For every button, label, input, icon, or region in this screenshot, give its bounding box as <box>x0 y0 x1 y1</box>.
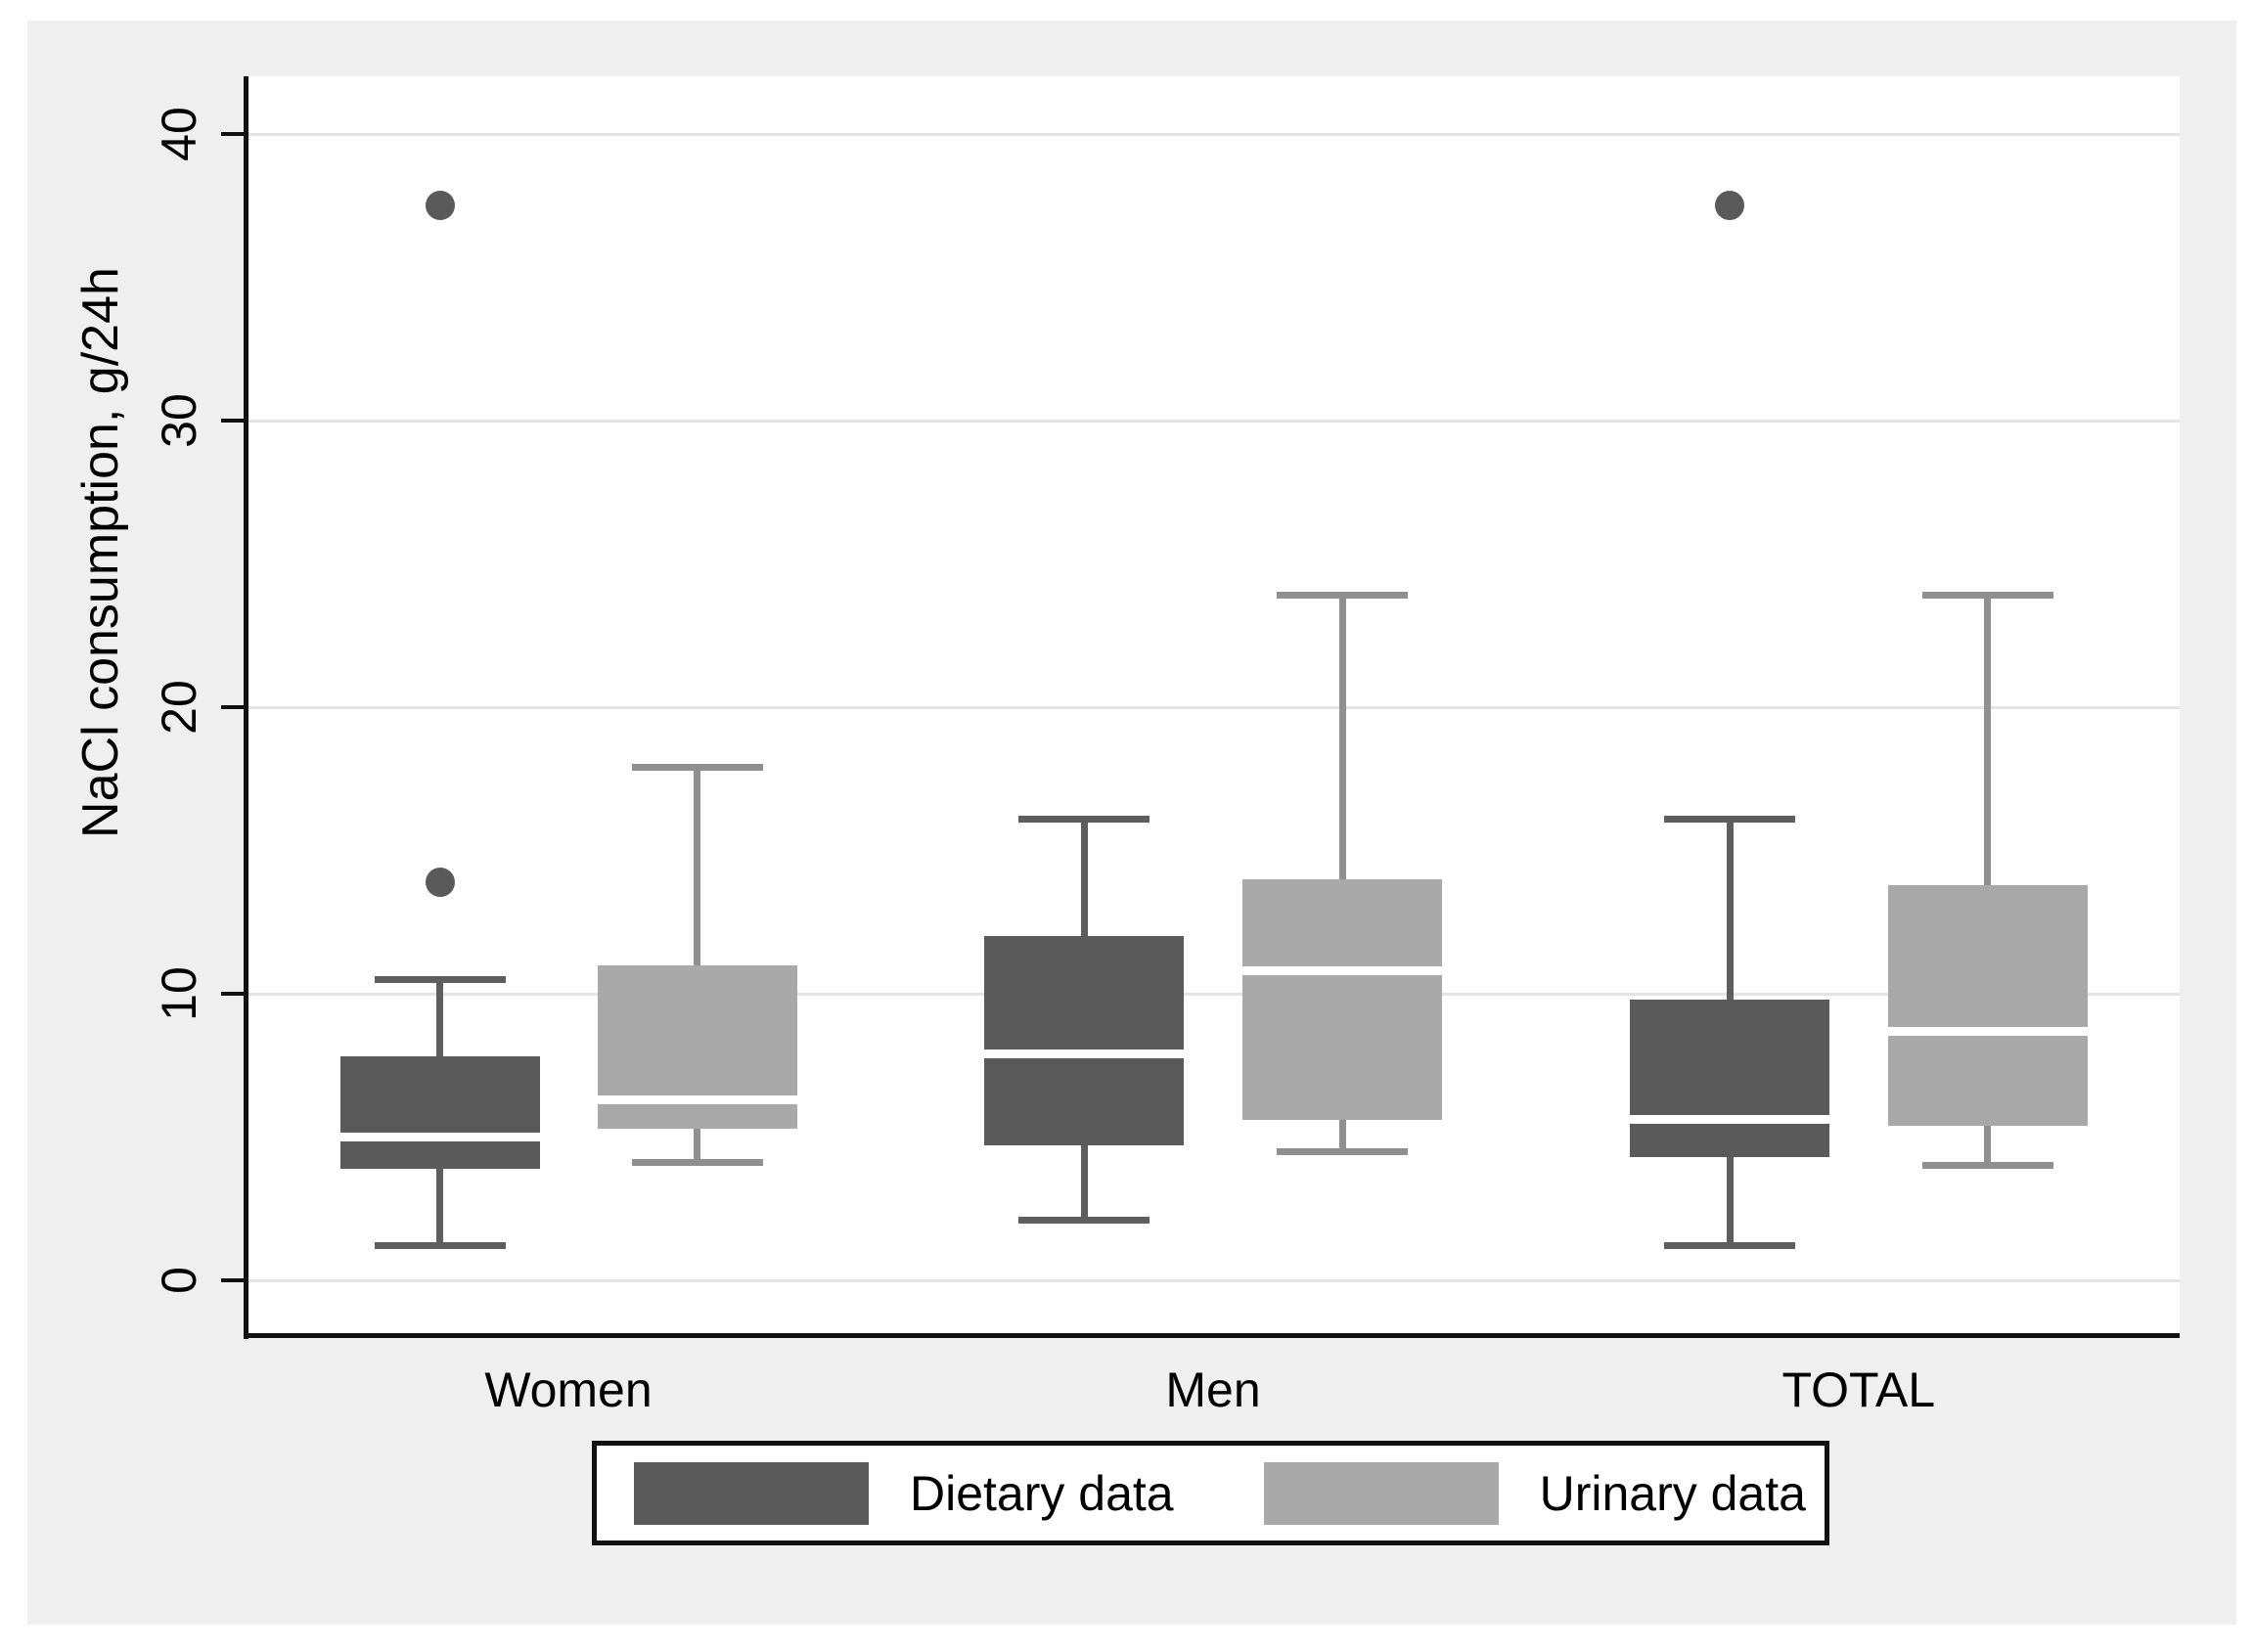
y-tick-mark <box>221 131 247 136</box>
median-line-dietary-women <box>339 1132 540 1141</box>
median-line-urinary-total <box>1887 1026 2088 1036</box>
whisker-cap-low-dietary-total <box>1664 1242 1795 1250</box>
whisker-stem-urinary-total <box>1984 595 1991 1166</box>
x-category-label: Men <box>1165 1362 1261 1417</box>
outlier-point-dietary-women <box>425 867 455 897</box>
y-tick-mark <box>221 704 247 709</box>
legend-label: Dietary data <box>910 1465 1174 1521</box>
outlier-point-dietary-total <box>1715 190 1744 220</box>
x-category-label: TOTAL <box>1781 1362 1936 1417</box>
whisker-cap-high-urinary-women <box>631 763 763 771</box>
y-axis-spine <box>244 76 248 1339</box>
box-dietary-men <box>984 936 1184 1146</box>
y-axis-title: NaCl consumption, g/24h <box>72 267 129 838</box>
outlier-point-dietary-women <box>425 190 455 220</box>
box-urinary-men <box>1242 878 1442 1120</box>
y-tick-mark <box>221 991 247 996</box>
y-tick-label: 0 <box>152 1267 206 1294</box>
legend-entry: Dietary data <box>634 1461 1174 1525</box>
x-axis-spine <box>247 1333 2180 1338</box>
box-dietary-total <box>1630 999 1829 1157</box>
y-tick-label: 40 <box>152 106 206 161</box>
legend: Dietary data Urinary data <box>592 1441 1829 1545</box>
whisker-stem-urinary-men <box>1338 595 1346 1152</box>
y-tick-mark <box>221 418 247 423</box>
median-line-dietary-men <box>984 1049 1184 1058</box>
whisker-cap-high-urinary-total <box>1921 591 2053 599</box>
gridline <box>247 419 2180 423</box>
y-tick-label: 30 <box>152 392 206 448</box>
y-tick-label: 10 <box>152 966 206 1021</box>
gridline <box>247 705 2180 709</box>
whisker-cap-low-urinary-total <box>1921 1162 2053 1170</box>
y-tick-mark <box>221 1278 247 1282</box>
x-category-label: Women <box>484 1362 653 1417</box>
gridline <box>247 132 2180 136</box>
box-dietary-women <box>339 1056 540 1169</box>
gridline <box>247 992 2180 996</box>
whisker-cap-high-urinary-men <box>1277 591 1408 599</box>
median-line-urinary-women <box>597 1094 797 1104</box>
whisker-cap-low-urinary-men <box>1277 1147 1408 1155</box>
legend-swatch-urinary <box>1263 1461 1499 1525</box>
legend-label: Urinary data <box>1539 1465 1806 1521</box>
legend-swatch-dietary <box>634 1461 869 1525</box>
whisker-cap-high-dietary-women <box>374 975 506 983</box>
median-line-dietary-total <box>1630 1115 1829 1125</box>
whisker-cap-low-dietary-men <box>1018 1216 1150 1224</box>
plot-area <box>247 76 2180 1335</box>
median-line-urinary-men <box>1242 965 1442 975</box>
box-urinary-total <box>1887 884 2088 1126</box>
whisker-cap-high-dietary-total <box>1664 815 1795 823</box>
legend-entry: Urinary data <box>1263 1461 1806 1525</box>
whisker-cap-low-urinary-women <box>631 1159 763 1167</box>
y-tick-label: 20 <box>152 679 206 735</box>
gridline <box>247 1279 2180 1282</box>
whisker-cap-high-dietary-men <box>1018 815 1150 823</box>
whisker-cap-low-dietary-women <box>374 1242 506 1250</box>
